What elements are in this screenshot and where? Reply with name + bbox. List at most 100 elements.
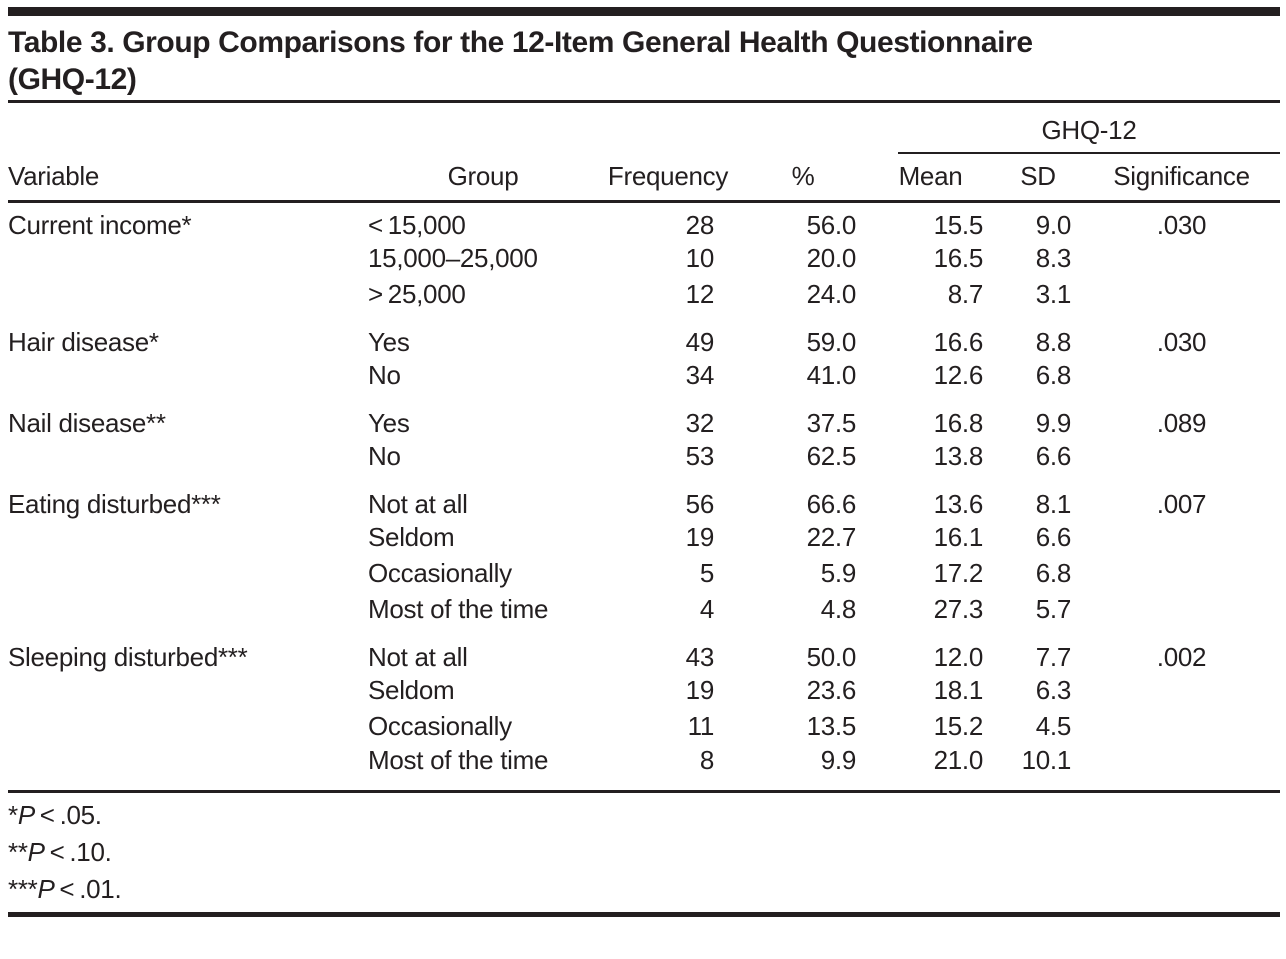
cell-sd: 6.6	[1035, 441, 1072, 471]
cell-frequency: 32	[685, 407, 715, 438]
cell-frequency: 8	[699, 744, 714, 775]
footnote-threshold: < .10.	[44, 836, 112, 867]
table-body: Current income* < 15,000 28 56.0 15.5 9.…	[8, 201, 1280, 790]
cell-mean: 15.5	[933, 209, 984, 240]
table-header-row: Variable Group Frequency % Mean SD Signi…	[8, 154, 1280, 203]
table-row: No 34 41.0 12.6 6.8	[8, 358, 1280, 394]
cell-frequency: 5	[699, 558, 714, 588]
cell-significance	[1083, 592, 1280, 628]
cell-group: No	[368, 441, 401, 471]
cell-variable	[8, 241, 368, 277]
cell-percent: 37.5	[806, 407, 857, 438]
cell-group: < 15,000	[368, 209, 466, 240]
cell-variable: Nail disease**	[8, 407, 166, 438]
cell-significance: .089	[1156, 407, 1207, 438]
cell-significance	[1083, 745, 1280, 790]
cell-sd: 6.8	[1035, 558, 1072, 588]
footnotes: *P < .05. **P < .10. ***P < .01.	[8, 797, 1280, 908]
cell-percent: 59.0	[806, 326, 857, 357]
cell-percent: 66.6	[806, 488, 857, 519]
cell-significance	[1083, 673, 1280, 709]
cell-sd: 6.8	[1035, 360, 1072, 390]
table-row: No 53 62.5 13.8 6.6	[8, 439, 1280, 475]
cell-significance	[1083, 520, 1280, 556]
cell-sd: 3.1	[1035, 279, 1072, 309]
cell-percent: 5.9	[820, 558, 857, 588]
cell-group: Not at all	[368, 641, 468, 672]
cell-frequency: 28	[685, 209, 715, 240]
title-rule	[8, 100, 1280, 103]
cell-sd: 8.8	[1035, 326, 1072, 357]
footnote-rule	[8, 789, 1280, 793]
cell-percent: 9.9	[820, 744, 857, 775]
ghq12-comparison-table: GHQ-12 Variable Group Frequency % Mean S…	[8, 103, 1280, 790]
cell-significance: .002	[1156, 641, 1207, 672]
footnote-p-symbol: P	[17, 799, 35, 830]
cell-variable	[8, 673, 368, 709]
column-header-variable: Variable	[8, 154, 368, 203]
table-title: Table 3. Group Comparisons for the 12-It…	[8, 24, 1280, 98]
cell-significance: .030	[1156, 209, 1207, 240]
table-title-line2: (GHQ-12)	[8, 63, 137, 96]
cell-group: Occasionally	[368, 558, 512, 588]
top-rule-thick	[8, 7, 1280, 16]
spanner-cell: GHQ-12	[868, 103, 1280, 154]
cell-variable: Eating disturbed***	[8, 488, 221, 519]
cell-group: No	[368, 360, 401, 390]
table-row: Most of the time 8 9.9 21.0 10.1	[8, 745, 1280, 790]
cell-percent: 62.5	[806, 441, 857, 471]
cell-percent: 24.0	[806, 279, 857, 309]
cell-sd: 8.3	[1035, 243, 1072, 273]
cell-variable	[8, 439, 368, 475]
cell-significance: .030	[1156, 326, 1207, 357]
footnote-marker: **	[8, 836, 28, 867]
table-row: Occasionally 5 5.9 17.2 6.8	[8, 556, 1280, 592]
cell-group: Most of the time	[368, 594, 549, 624]
cell-sd: 5.7	[1035, 594, 1072, 624]
table-row: Most of the time 4 4.8 27.3 5.7	[8, 592, 1280, 628]
cell-mean: 16.1	[933, 522, 984, 552]
footnote-p10: **P < .10.	[8, 834, 1280, 871]
cell-variable: Current income*	[8, 209, 192, 240]
cell-frequency: 53	[685, 441, 715, 471]
footnote-marker: ***	[8, 873, 38, 904]
cell-variable	[8, 358, 368, 394]
table-row: Nail disease** Yes 32 37.5 16.8 9.9 .089	[8, 394, 1280, 439]
cell-variable	[8, 520, 368, 556]
cell-group: > 25,000	[368, 279, 466, 309]
table-title-line1: Table 3. Group Comparisons for the 12-It…	[8, 26, 1033, 59]
cell-group: Seldom	[368, 522, 455, 552]
cell-sd: 9.9	[1035, 407, 1072, 438]
cell-percent: 23.6	[806, 675, 857, 705]
cell-frequency: 34	[685, 360, 715, 390]
cell-percent: 41.0	[806, 360, 857, 390]
table-row: Eating disturbed*** Not at all 56 66.6 1…	[8, 475, 1280, 520]
cell-frequency: 19	[685, 522, 715, 552]
cell-sd: 6.6	[1035, 522, 1072, 552]
cell-mean: 18.1	[933, 675, 984, 705]
table-row: Sleeping disturbed*** Not at all 43 50.0…	[8, 628, 1280, 673]
cell-group: Most of the time	[368, 744, 549, 775]
footnote-p-symbol: P	[37, 873, 55, 904]
cell-mean: 13.8	[933, 441, 984, 471]
table-row: > 25,000 12 24.0 8.7 3.1	[8, 277, 1280, 313]
cell-sd: 10.1	[1021, 744, 1072, 775]
table-row: 15,000–25,000 10 20.0 16.5 8.3	[8, 241, 1280, 277]
cell-mean: 13.6	[933, 488, 984, 519]
footnote-marker: *	[8, 799, 18, 830]
cell-variable	[8, 277, 368, 313]
cell-sd: 4.5	[1035, 711, 1072, 741]
cell-frequency: 43	[685, 641, 715, 672]
cell-mean: 15.2	[933, 711, 984, 741]
table-row: Seldom 19 23.6 18.1 6.3	[8, 673, 1280, 709]
cell-group: 15,000–25,000	[368, 243, 538, 273]
cell-sd: 7.7	[1035, 641, 1072, 672]
cell-frequency: 11	[687, 711, 715, 741]
cell-mean: 27.3	[933, 594, 984, 624]
cell-variable: Hair disease*	[8, 326, 159, 357]
cell-percent: 56.0	[806, 209, 857, 240]
footnote-p-symbol: P	[27, 836, 45, 867]
cell-mean: 16.8	[933, 407, 984, 438]
footnote-threshold: < .05.	[34, 799, 102, 830]
